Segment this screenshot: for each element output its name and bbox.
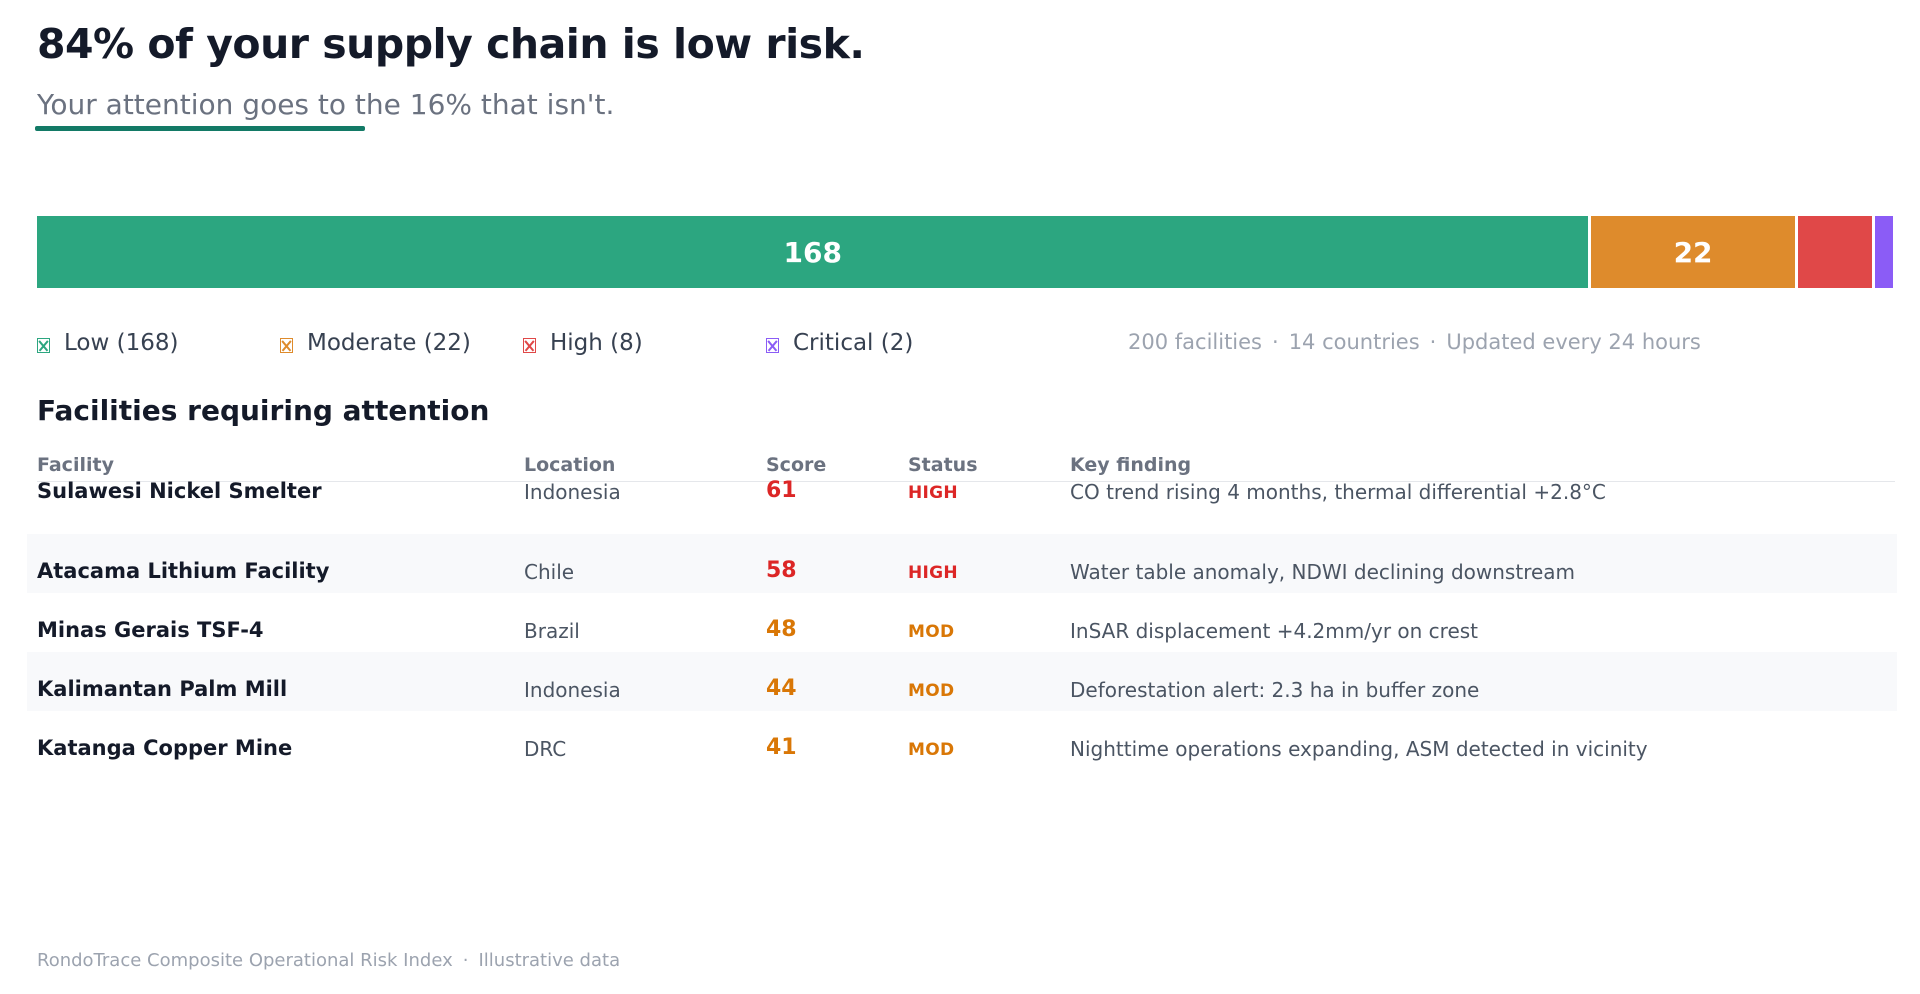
table-body: Sulawesi Nickel Smelter Indonesia 61 HIGH CO…	[27, 478, 1897, 770]
column-header-key-finding: Key finding	[1070, 454, 1192, 476]
bar-segment-high	[1797, 216, 1872, 288]
footer: RondoTrace Composite Operational Risk In…	[37, 950, 620, 971]
cell-score: 48	[766, 617, 797, 642]
cell-location: Indonesia	[524, 678, 621, 702]
legend-swatch-high	[523, 337, 536, 353]
meta-facilities: 200 facilities	[1128, 330, 1262, 354]
section-title: Facilities requiring attention	[37, 394, 490, 427]
legend-label-high: High (8)	[550, 330, 643, 356]
legend-swatch-low	[37, 337, 50, 353]
bar-segment-moderate: 22	[1591, 216, 1795, 288]
cell-facility: Katanga Copper Mine	[37, 736, 293, 760]
summary-meta: 200 facilities · 14 countries · Updated …	[1128, 330, 1701, 354]
cell-status: MOD	[908, 681, 955, 701]
cell-status: MOD	[908, 622, 955, 642]
legend-item-moderate: Moderate (22)	[280, 330, 471, 356]
subhead: Your attention goes to the 16% that isn'…	[37, 88, 615, 121]
facilities-table: Facility Location Score Status Key findi…	[27, 452, 1897, 770]
cell-location: Brazil	[524, 619, 580, 643]
legend-label-critical: Critical (2)	[793, 330, 914, 356]
table-row: Sulawesi Nickel Smelter Indonesia 61 HIGH CO…	[27, 478, 1897, 534]
cell-finding: Water table anomaly, NDWI declining down…	[1070, 560, 1576, 584]
column-header-facility: Facility	[37, 454, 114, 476]
cell-score: 61	[766, 478, 797, 503]
legend: Low (168) Moderate (22) High (8) Critica…	[37, 330, 1897, 364]
table-header: Facility Location Score Status Key findi…	[37, 452, 1895, 482]
cell-status: HIGH	[908, 563, 958, 583]
column-header-score: Score	[766, 454, 827, 476]
footer-source: RondoTrace Composite Operational Risk In…	[37, 950, 453, 971]
headline: 84% of your supply chain is low risk.	[37, 20, 865, 68]
cell-finding: Deforestation alert: 2.3 ha in buffer zo…	[1070, 678, 1480, 702]
column-header-location: Location	[524, 454, 616, 476]
cell-location: Chile	[524, 560, 575, 584]
legend-item-critical: Critical (2)	[766, 330, 913, 356]
cell-facility: Minas Gerais TSF-4	[37, 618, 264, 642]
meta-separator: ·	[1272, 330, 1279, 354]
column-header-status: Status	[908, 454, 978, 476]
cell-finding: CO trend rising 4 months, thermal differ…	[1070, 480, 1606, 504]
legend-label-moderate: Moderate (22)	[307, 330, 471, 356]
table-row: Katanga Copper Mine DRC 41 MOD Nighttime ope…	[27, 711, 1897, 770]
legend-item-high: High (8)	[523, 330, 643, 356]
table-row: Atacama Lithium Facility Chile 58 HIGH Water…	[27, 534, 1897, 593]
meta-countries: 14 countries	[1288, 330, 1420, 354]
cell-facility: Kalimantan Palm Mill	[37, 677, 288, 701]
table-row: Minas Gerais TSF-4 Brazil 48 MOD InSAR displ…	[27, 593, 1897, 652]
subhead-underline	[35, 126, 365, 131]
cell-score: 41	[766, 735, 797, 760]
footer-note: Illustrative data	[478, 950, 621, 971]
risk-distribution-bar: 168 22	[37, 216, 1893, 288]
table-row: Kalimantan Palm Mill Indonesia 44 MOD Defore…	[27, 652, 1897, 711]
meta-separator: ·	[1429, 330, 1437, 354]
legend-item-low: Low (168)	[37, 330, 178, 356]
cell-status: HIGH	[908, 483, 958, 503]
cell-location: DRC	[524, 737, 567, 761]
cell-finding: InSAR displacement +4.2mm/yr on crest	[1070, 619, 1479, 643]
legend-swatch-moderate	[280, 337, 293, 353]
footer-separator: ·	[462, 950, 469, 971]
cell-facility: Atacama Lithium Facility	[37, 559, 330, 583]
cell-location: Indonesia	[524, 480, 621, 504]
meta-updated: Updated every 24 hours	[1446, 330, 1701, 354]
cell-score: 44	[766, 676, 797, 701]
cell-score: 58	[766, 558, 797, 583]
cell-facility: Sulawesi Nickel Smelter	[37, 479, 322, 503]
bar-segment-low: 168	[37, 216, 1589, 288]
cell-finding: Nighttime operations expanding, ASM dete…	[1070, 737, 1648, 761]
bar-segment-critical	[1874, 216, 1893, 288]
legend-swatch-critical	[766, 337, 779, 353]
cell-status: MOD	[908, 740, 955, 760]
legend-label-low: Low (168)	[64, 330, 179, 356]
